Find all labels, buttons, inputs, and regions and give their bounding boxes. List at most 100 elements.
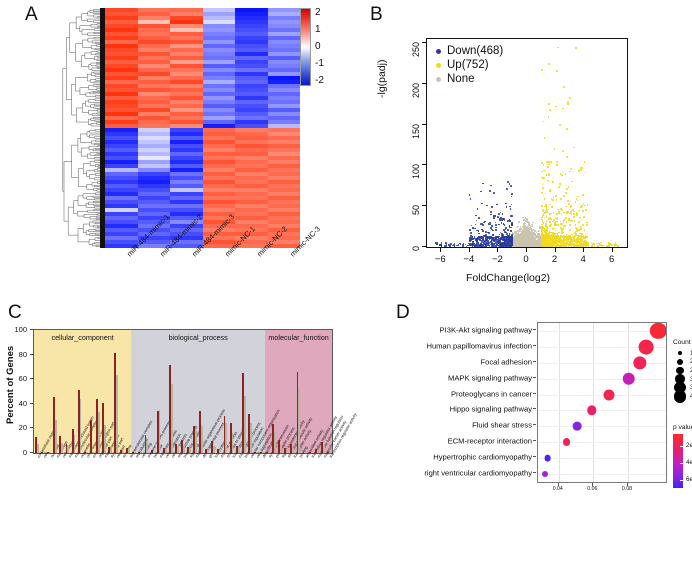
data-point bbox=[552, 220, 555, 223]
colorbar-tick: -1 bbox=[315, 58, 324, 69]
go-bar-all bbox=[37, 444, 39, 453]
heatmap-cell bbox=[105, 16, 138, 20]
heatmap-cell bbox=[105, 8, 138, 12]
data-point bbox=[531, 241, 534, 244]
data-point bbox=[552, 212, 555, 215]
data-point bbox=[484, 243, 486, 246]
go-bar-all bbox=[182, 445, 185, 453]
data-point bbox=[517, 243, 520, 245]
data-point bbox=[569, 205, 572, 208]
heatmap-cell bbox=[202, 60, 235, 64]
data-point bbox=[531, 225, 534, 227]
data-point bbox=[480, 236, 483, 238]
heatmap-cell bbox=[202, 12, 235, 16]
data-point bbox=[544, 234, 547, 237]
heatmap-cell bbox=[202, 8, 235, 12]
go-bar-all bbox=[164, 449, 167, 453]
heatmap-cell bbox=[137, 180, 170, 184]
go-bar-all bbox=[280, 445, 283, 453]
heatmap-cell bbox=[235, 224, 268, 228]
go-bar-all bbox=[249, 423, 252, 453]
heatmap-cell bbox=[267, 72, 300, 76]
go-bar-all bbox=[170, 384, 173, 453]
go-bar-all bbox=[55, 419, 58, 453]
heatmap-cell bbox=[105, 44, 138, 48]
data-point bbox=[483, 221, 485, 224]
heatmap-cell bbox=[105, 60, 138, 64]
heatmap-cell bbox=[137, 100, 170, 104]
colorbar-tick: 1 bbox=[315, 24, 321, 35]
data-point bbox=[569, 170, 571, 173]
legend-dot-up bbox=[436, 62, 441, 68]
data-point bbox=[501, 238, 503, 241]
kegg-y-tickmark bbox=[533, 328, 536, 330]
data-point bbox=[503, 237, 506, 240]
kegg-dot bbox=[541, 471, 548, 478]
heatmap-cell bbox=[170, 128, 203, 132]
data-point bbox=[522, 226, 524, 228]
kegg-pathway-label: Proteoglycans in cancer bbox=[450, 389, 532, 399]
data-point bbox=[484, 245, 487, 247]
data-point bbox=[469, 197, 472, 200]
data-point bbox=[513, 238, 515, 241]
heatmap-cell bbox=[137, 44, 170, 48]
data-point bbox=[510, 240, 513, 243]
data-point bbox=[497, 244, 500, 247]
heatmap-cell bbox=[105, 64, 138, 68]
data-point bbox=[509, 245, 512, 247]
heatmap-cell bbox=[235, 60, 268, 64]
data-point bbox=[538, 227, 541, 229]
heatmap-cell bbox=[105, 244, 138, 248]
data-point bbox=[517, 245, 520, 247]
legend-dot-none bbox=[436, 76, 441, 82]
data-point bbox=[547, 116, 550, 118]
heatmap-cell bbox=[202, 224, 235, 228]
heatmap-cell bbox=[137, 116, 170, 120]
data-point bbox=[526, 219, 529, 221]
data-point bbox=[495, 244, 497, 247]
go-bar-all bbox=[43, 452, 45, 453]
data-point bbox=[532, 238, 535, 240]
heatmap-cell bbox=[235, 168, 268, 172]
go-bar-all bbox=[261, 452, 264, 453]
data-point bbox=[518, 245, 521, 247]
heatmap-cell bbox=[235, 40, 268, 44]
data-point bbox=[489, 189, 491, 192]
go-bar-group bbox=[326, 330, 332, 453]
data-point bbox=[485, 243, 488, 246]
data-point bbox=[513, 237, 516, 239]
data-point bbox=[527, 221, 529, 224]
heatmap-cell bbox=[137, 12, 170, 16]
heatmap-cell bbox=[105, 144, 138, 148]
heatmap-cell bbox=[170, 24, 203, 28]
pvalue-legend-label: 6e-04 bbox=[686, 476, 692, 483]
data-point bbox=[546, 179, 549, 182]
data-point bbox=[530, 244, 533, 247]
go-bar-all bbox=[134, 452, 137, 453]
volcano-x-axis-label: FoldChange(log2) bbox=[466, 272, 551, 284]
heatmap-cell bbox=[170, 200, 203, 204]
heatmap-cell bbox=[235, 12, 268, 16]
heatmap-cell bbox=[105, 20, 138, 24]
heatmap-cell bbox=[105, 164, 138, 168]
data-point bbox=[546, 161, 548, 164]
data-point bbox=[468, 243, 471, 246]
go-bar-all bbox=[61, 442, 64, 453]
panel-a-heatmap: A miR-484-mimic-1 miR-484-mimic-2 miR-484-… bbox=[0, 0, 346, 292]
data-point bbox=[489, 184, 492, 187]
data-point bbox=[559, 236, 562, 238]
data-point bbox=[535, 236, 538, 238]
data-point bbox=[487, 223, 490, 225]
data-point bbox=[500, 222, 503, 224]
heatmap-cell bbox=[235, 92, 268, 96]
heatmap-cell bbox=[170, 172, 203, 176]
data-point bbox=[586, 224, 588, 227]
heatmap-cell bbox=[267, 100, 300, 104]
data-point bbox=[560, 245, 562, 247]
volcano-x-tick-label: 2 bbox=[551, 254, 558, 265]
heatmap-cell bbox=[137, 136, 170, 140]
heatmap-cell bbox=[170, 12, 203, 16]
data-point bbox=[475, 214, 478, 217]
data-point bbox=[527, 241, 530, 244]
data-point bbox=[573, 236, 575, 239]
